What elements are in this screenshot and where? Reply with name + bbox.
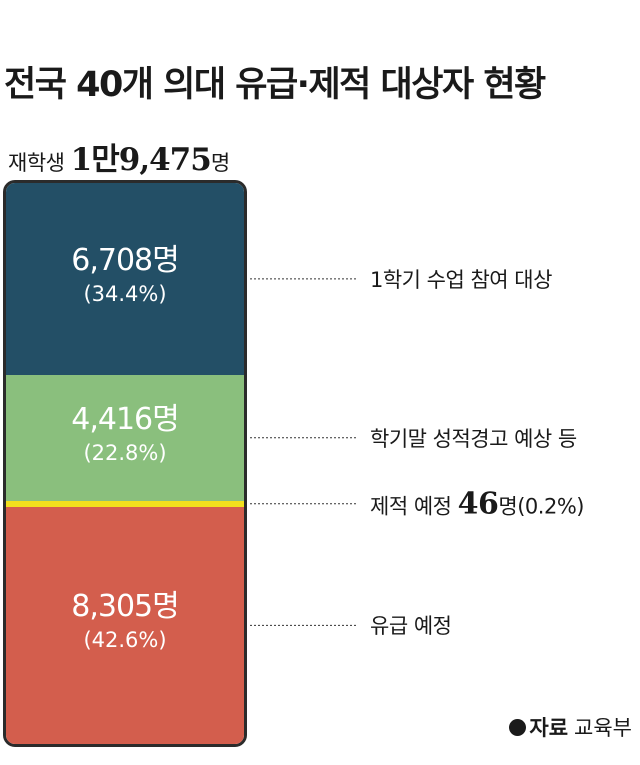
annotation-name-0: 1학기 수업 참여 대상 (370, 267, 552, 292)
segment-percent-1: (22.8%) (83, 440, 167, 465)
bar-segment-1: 4,416명 (22.8%) (6, 374, 244, 501)
annotation-value-2: 46 (457, 486, 499, 522)
segment-value-3: 8,305명 (71, 589, 179, 625)
bullet-dot-icon (509, 719, 527, 736)
segment-percent-0: (34.4%) (83, 281, 167, 306)
annotation-3: 유급 예정 (370, 610, 452, 640)
annotation-unit-2: 명 (498, 494, 518, 519)
bar-segment-3: 8,305명 (42.6%) (6, 506, 244, 744)
total-number: 1만9,475 (70, 142, 212, 178)
segment-percent-3: (42.6%) (83, 628, 167, 653)
segment-label-0: 6,708명 (34.4%) (6, 243, 244, 309)
bar-segment-2 (6, 500, 244, 507)
segment-value-1: 4,416명 (71, 401, 179, 437)
annotation-percent-2: (0.2%) (517, 494, 584, 519)
annotation-name-1: 학기말 성적경고 예상 등 (370, 426, 577, 451)
stacked-bar: 6,708명 (34.4%) 4,416명 (22.8%) 8,305명 (42.6%) (3, 180, 247, 747)
source-value: 교육부 (574, 716, 632, 740)
annotation-0: 1학기 수업 참여 대상 (370, 264, 552, 294)
total-prefix: 재학생 (8, 151, 65, 175)
source-label: 자료 (529, 716, 569, 740)
annotation-2: 제적 예정 46명(0.2%) (370, 486, 584, 521)
source-credit: 자료 교육부 (509, 712, 632, 742)
segment-label-1: 4,416명 (22.8%) (6, 402, 244, 468)
total-students: 재학생 1만9,475명 (8, 134, 230, 179)
bar-segment-0: 6,708명 (34.4%) (6, 183, 244, 375)
segment-label-3: 8,305명 (42.6%) (6, 589, 244, 655)
annotation-name-3: 유급 예정 (370, 614, 452, 639)
annotation-1: 학기말 성적경고 예상 등 (370, 423, 577, 453)
chart-title: 전국 40개 의대 유급·제적 대상자 현황 (4, 65, 546, 105)
segment-value-0: 6,708명 (71, 242, 179, 278)
annotation-name-2: 제적 예정 (370, 494, 452, 519)
total-unit: 명 (210, 151, 230, 175)
